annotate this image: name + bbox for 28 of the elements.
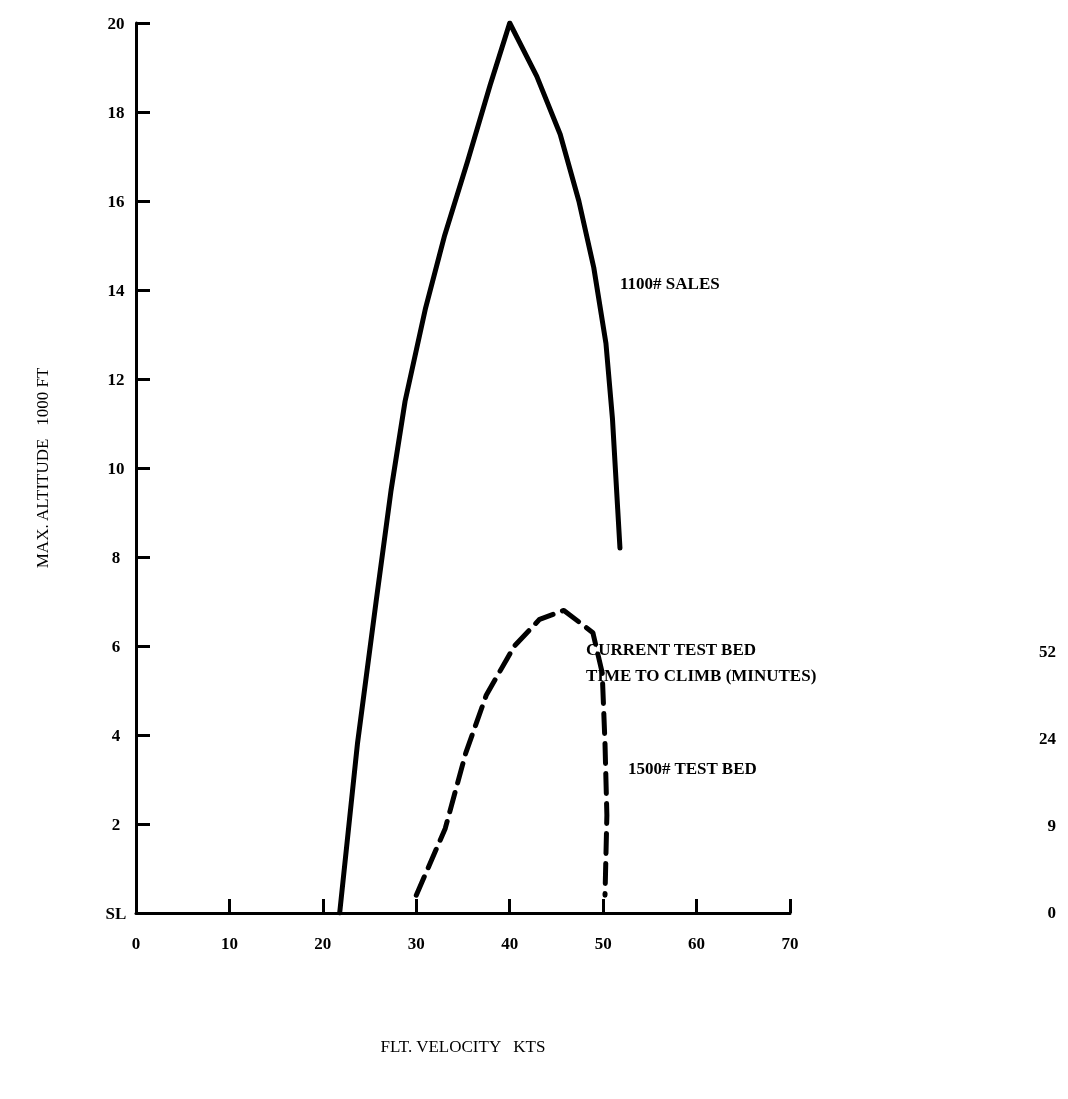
y-tick-label: 18 — [107, 102, 125, 122]
x-tick-label: 40 — [501, 934, 519, 953]
x-tick-label: 0 — [131, 934, 141, 953]
series-label: 1100# SALES — [620, 274, 720, 293]
y-tick-label: 10 — [107, 458, 125, 478]
x-tick-label: 50 — [594, 934, 612, 953]
annotation: CURRENT TEST BED TIME TO CLIMB (MINUTES) — [586, 639, 817, 685]
y-tick-label: 16 — [107, 191, 125, 211]
series-label: 1500# TEST BED — [628, 759, 757, 778]
x-tick-label: 70 — [781, 934, 799, 953]
x-tick-label: 20 — [314, 934, 332, 953]
text: 0 — [1047, 903, 1056, 922]
y-tick-label: 6 — [111, 636, 121, 656]
y-axis-title: MAX. ALTITUDE 1000 FT — [33, 367, 52, 569]
y-tick-label: 12 — [107, 369, 125, 389]
x-axis-title: FLT. VELOCITY KTS — [380, 1037, 546, 1056]
y-tick-label: 4 — [111, 725, 121, 745]
text: 9 — [1047, 816, 1056, 835]
text: 24 — [1039, 729, 1057, 748]
x-tick-label: 10 — [220, 934, 238, 953]
y-tick-label: 8 — [111, 547, 121, 567]
x-tick-label: 30 — [407, 934, 425, 953]
y-tick-label: 2 — [111, 814, 121, 834]
y-tick-label: SL — [105, 903, 127, 923]
y-tick-label: 14 — [107, 280, 125, 300]
text: 52 — [1039, 642, 1056, 661]
y-tick-label: 20 — [107, 13, 125, 33]
x-tick-label: 60 — [688, 934, 706, 953]
